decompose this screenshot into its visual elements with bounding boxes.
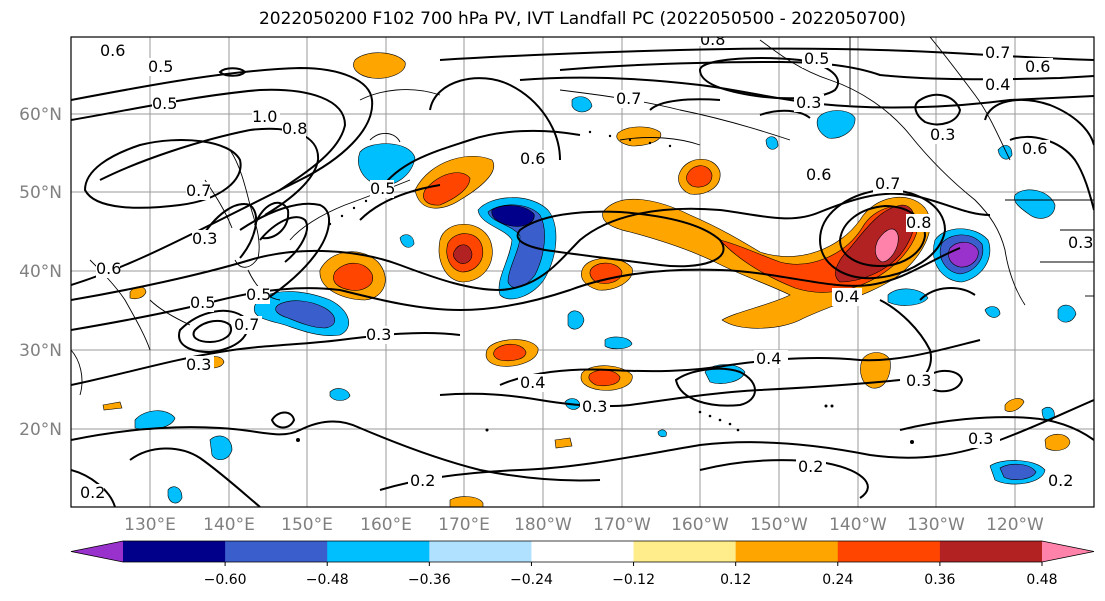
colorbar-segment xyxy=(531,541,635,562)
pv-negative-shading xyxy=(134,96,1077,504)
lon-label: 140°W xyxy=(829,515,887,535)
contour-label: 0.6 xyxy=(806,165,831,184)
contour-label: 0.2 xyxy=(410,471,435,490)
colorbar-segment xyxy=(735,541,839,562)
contour-label: 0.6 xyxy=(100,41,125,60)
lon-label: 160°W xyxy=(671,515,729,535)
coastlines xyxy=(71,37,1094,396)
contour-label: 0.3 xyxy=(968,429,993,448)
contour-label: 0.2 xyxy=(80,483,105,502)
contour-label: 0.8 xyxy=(906,213,931,232)
lon-label: 120°W xyxy=(986,515,1044,535)
contour-label: 0.5 xyxy=(148,57,173,76)
contour-label: 0.4 xyxy=(834,287,859,306)
colorbar-segment xyxy=(633,541,737,562)
colorbar-tick-label: −0.60 xyxy=(204,572,247,588)
lon-label: 130°W xyxy=(907,515,965,535)
contour-label: 0.5 xyxy=(370,179,395,198)
pv-positive-shading xyxy=(102,52,1071,507)
contour-label: 0.3 xyxy=(906,371,931,390)
colorbar-tick-label: 0.24 xyxy=(822,572,853,588)
contour-label: 0.4 xyxy=(520,373,545,392)
contour-label: 0.8 xyxy=(282,119,307,138)
colorbar-segment xyxy=(225,541,328,562)
lon-label: 170°E xyxy=(438,515,490,535)
colorbar-segment xyxy=(939,541,1043,562)
contour-label: 0.3 xyxy=(366,325,391,344)
contour-label: 0.3 xyxy=(930,125,955,144)
colorbar-tick-label: −0.24 xyxy=(510,572,553,588)
longitude-labels: 130°E 140°E 150°E 160°E 170°E 180°W 170°… xyxy=(124,515,1044,535)
lon-label: 140°E xyxy=(203,515,255,535)
contour-labels: 0.6 0.5 0.5 1.0 0.8 0.7 0.3 0.5 0.6 0.5 … xyxy=(78,30,1094,502)
lon-label: 170°W xyxy=(593,515,651,535)
lat-label: 20°N xyxy=(19,420,62,440)
contour-label: 0.7 xyxy=(616,89,641,108)
lat-label: 50°N xyxy=(19,183,62,203)
contour-label: 0.7 xyxy=(234,315,259,334)
contour-label: 0.5 xyxy=(246,285,271,304)
lat-label: 30°N xyxy=(19,341,62,361)
colorbar-tick-label: 0.36 xyxy=(924,572,955,588)
lon-label: 150°E xyxy=(281,515,333,535)
colorbar-segment xyxy=(327,541,430,562)
contour-label: 0.4 xyxy=(756,349,781,368)
contour-label: 0.6 xyxy=(96,259,121,278)
contour-label: 0.3 xyxy=(186,355,211,374)
colorbar-tick-label: 0.12 xyxy=(720,572,751,588)
contour-label: 0.7 xyxy=(186,181,211,200)
contour-label: 0.2 xyxy=(798,457,823,476)
contour-label: 0.5 xyxy=(804,49,829,68)
contour-label: 0.3 xyxy=(796,93,821,112)
colorbar-tick-labels: −0.60 −0.48 −0.36 −0.24 −0.12 0.12 0.24 0.36 0.4… xyxy=(204,562,1058,588)
contour-label: 0.3 xyxy=(1068,233,1093,252)
lon-label: 150°W xyxy=(750,515,808,535)
gridlines xyxy=(71,37,1094,507)
colorbar-tick-label: 0.48 xyxy=(1026,572,1057,588)
lon-label: 130°E xyxy=(124,515,176,535)
contour-label: 0.7 xyxy=(985,43,1010,62)
colorbar-segment xyxy=(429,541,532,562)
contour-label: 0.3 xyxy=(192,229,217,248)
colorbar-tick-label: −0.12 xyxy=(612,572,655,588)
contour-label: 0.6 xyxy=(1025,57,1050,76)
colorbar-segment xyxy=(71,541,123,562)
contour-label: 0.5 xyxy=(190,293,215,312)
latitude-labels: 60°N 50°N 40°N 30°N 20°N xyxy=(19,105,62,440)
colorbar-segment xyxy=(1042,541,1094,562)
colorbar-segment xyxy=(837,541,941,562)
lat-label: 60°N xyxy=(19,105,62,125)
map-frame xyxy=(70,36,1095,508)
map-title: 2022050200 F102 700 hPa PV, IVT Landfall… xyxy=(258,9,906,29)
colorbar-tick-label: −0.48 xyxy=(306,572,349,588)
contour-label: 0.7 xyxy=(875,174,900,193)
colorbar-outline xyxy=(70,540,1095,563)
colorbar xyxy=(70,540,1095,563)
contour-label: 0.6 xyxy=(1022,139,1047,158)
contour-label: 1.0 xyxy=(252,107,277,126)
contour-label: 0.6 xyxy=(520,149,545,168)
contour-label: 0.8 xyxy=(700,30,725,49)
lat-label: 40°N xyxy=(19,262,62,282)
contour-label: 0.4 xyxy=(985,75,1010,94)
contour-label: 0.3 xyxy=(582,397,607,416)
contour-label: 0.5 xyxy=(152,94,177,113)
colorbar-tick-label: −0.36 xyxy=(408,572,451,588)
ivt-contours xyxy=(71,47,1094,507)
colorbar-segment xyxy=(123,541,226,562)
lon-label: 160°E xyxy=(360,515,412,535)
contour-label: 0.2 xyxy=(1048,471,1073,490)
lon-label: 180°W xyxy=(514,515,572,535)
